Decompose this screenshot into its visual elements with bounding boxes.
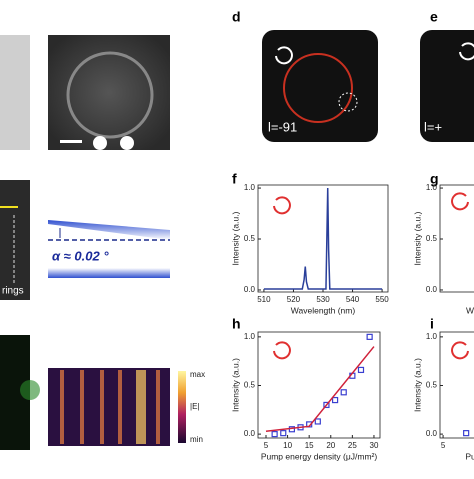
x-tick-label: 20 [326,441,335,450]
marker [314,418,321,425]
wedge [48,220,170,240]
y-tick-label: 0.0 [426,285,438,294]
x-tick-label: 5 [441,441,446,450]
mode-image [420,30,474,142]
l-label: l=-91 [268,119,297,134]
line [263,188,383,290]
marker [323,401,330,409]
x-tick-label: 540 [346,295,360,304]
x-axis-label: Wavelength (nm) [291,305,356,315]
ring [66,51,154,139]
x-axis-label: Pump e [465,451,474,461]
panel-label: h [232,316,241,332]
rotation-icon [459,42,474,61]
marker [280,430,287,437]
panel-label: i [430,316,434,332]
plot-frame [257,331,381,439]
heatmap [48,368,170,446]
cb-mid: |E| [190,402,200,411]
plot-frame [439,184,474,293]
x-axis-label: W [466,305,474,315]
x-axis-label: Pump energy density (μJ/mm²) [261,451,378,461]
rotation-icon [451,192,469,211]
x-tick-label: 10 [283,441,292,450]
marker [463,430,470,437]
rotation-icon [273,196,291,215]
scale-bar [60,140,82,143]
x-tick-label: 510 [257,295,271,304]
marker [357,366,365,374]
rotation-icon [275,46,293,65]
x-tick-label: 550 [375,295,389,304]
y-axis-label: Intensity (a.u.) [412,211,422,265]
particle [93,136,107,150]
y-tick-label: 0.5 [426,234,438,243]
cb-max: max [190,370,205,379]
marker [366,333,373,340]
panel-label: e [430,9,438,25]
rotation-icon [451,341,469,360]
y-axis-label: Intensity (a.u.) [412,358,422,412]
micrograph [0,180,30,300]
x-tick-label: 520 [287,295,301,304]
x-tick-label: 5 [264,441,269,450]
micrograph [0,35,30,150]
panel-label: g [430,171,439,187]
x-tick-label: 15 [305,441,314,450]
y-tick-label: 1.0 [426,183,438,192]
y-tick-label: 0.5 [244,381,256,390]
ring [283,53,353,123]
y-tick-label: 1.0 [244,332,256,341]
marker [331,396,339,404]
cb-min: min [190,435,203,444]
y-axis-label: Intensity (a.u.) [230,358,240,412]
rotation-icon [273,341,291,360]
plot-frame [257,184,389,293]
rings-label: rings [2,286,24,297]
alpha-label: α ≈ 0.02 ° [52,248,109,263]
y-tick-label: 0.0 [426,429,438,438]
y-tick-label: 1.0 [244,183,256,192]
marker [340,389,347,396]
panel-label: f [232,171,237,187]
x-tick-label: 530 [316,295,330,304]
particle [120,136,134,150]
glow [20,380,40,400]
colorbar [178,371,186,443]
heatmap-bands [60,370,160,444]
y-tick-label: 0.0 [244,285,256,294]
y-tick-label: 0.5 [426,381,438,390]
l-label: l=+ [424,119,442,134]
panel-label: d [232,9,241,25]
marker [271,431,278,438]
y-tick-label: 1.0 [426,332,438,341]
y-tick-label: 0.5 [244,234,256,243]
highlight [338,92,358,112]
x-tick-label: 25 [348,441,357,450]
line [265,346,375,432]
y-tick-label: 0.0 [244,429,256,438]
substrate [48,268,170,278]
y-axis-label: Intensity (a.u.) [230,211,240,265]
x-tick-label: 30 [370,441,379,450]
plot-frame [439,331,474,439]
